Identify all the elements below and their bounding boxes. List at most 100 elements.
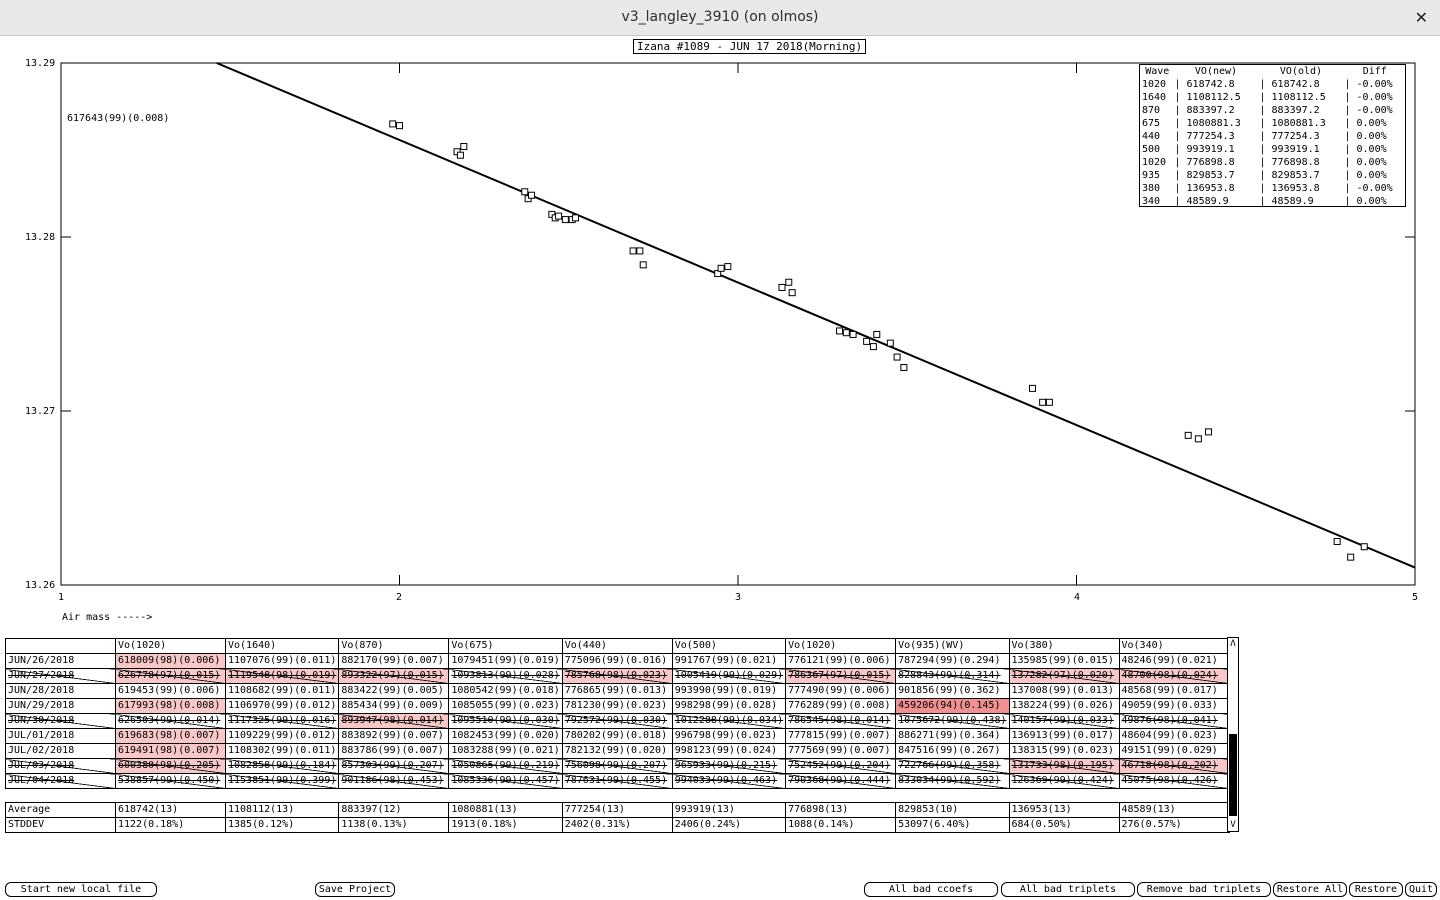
table-cell[interactable]: Vo(1640) — [224, 638, 340, 654]
table-cell[interactable]: 756098(99)(0.207) — [561, 758, 673, 774]
table-cell[interactable]: 48568(99)(0.017) — [1118, 683, 1230, 699]
table-cell[interactable]: 1108112(13) — [224, 802, 340, 818]
table-cell[interactable]: 901186(98)(0.453) — [338, 773, 450, 789]
table-cell[interactable]: 883892(99)(0.007) — [338, 728, 450, 744]
table-cell[interactable]: 1082453(99)(0.020) — [448, 728, 563, 744]
table-cell[interactable]: 777254(13) — [561, 802, 673, 818]
table-cell[interactable]: 828843(99)(0.314) — [895, 668, 1010, 684]
table-cell[interactable]: 786367(97)(0.015) — [785, 668, 897, 684]
table-cell[interactable]: 883397(12) — [338, 802, 450, 818]
table-cell[interactable]: Vo(1020) — [785, 638, 897, 654]
table-cell[interactable]: 1117325(99)(0.016) — [224, 713, 340, 729]
table-cell[interactable]: 1083288(99)(0.021) — [448, 743, 563, 759]
table-cell[interactable]: 617993(98)(0.008) — [115, 698, 226, 714]
table-cell[interactable]: Vo(935)(WV) — [895, 638, 1010, 654]
close-icon[interactable]: ✕ — [1414, 8, 1428, 27]
table-cell[interactable]: JUL/04/2018 — [5, 773, 116, 789]
table-cell[interactable]: 619453(99)(0.006) — [115, 683, 226, 699]
restore-all-button[interactable]: Restore All — [1273, 882, 1347, 897]
table-cell[interactable]: 1085336(99)(0.457) — [448, 773, 563, 789]
scroll-thumb[interactable] — [1229, 734, 1237, 816]
table-cell[interactable]: JUL/01/2018 — [5, 728, 116, 744]
table-cell[interactable]: JUL/03/2018 — [5, 758, 116, 774]
table-cell[interactable]: 138315(99)(0.023) — [1008, 743, 1120, 759]
table-cell[interactable]: 1108302(99)(0.011) — [224, 743, 340, 759]
save-project-button[interactable]: Save Project — [315, 882, 395, 897]
table-cell[interactable]: 775096(99)(0.016) — [561, 653, 673, 669]
table-row[interactable]: JUN/26/2018 618009(98)(0.006) 1107076(99)(… — [5, 653, 1230, 669]
table-cell[interactable]: Vo(675) — [448, 638, 563, 654]
table-cell[interactable]: 777569(99)(0.007) — [785, 743, 897, 759]
table-cell[interactable]: 993990(99)(0.019) — [671, 683, 787, 699]
quit-button[interactable]: Quit — [1405, 882, 1437, 897]
table-cell[interactable]: Vo(380) — [1008, 638, 1120, 654]
table-cell[interactable]: 829853(10) — [895, 802, 1010, 818]
table-cell[interactable]: 135985(99)(0.015) — [1008, 653, 1120, 669]
all-bad-triplets-button[interactable]: All bad triplets — [1001, 882, 1135, 897]
table-cell[interactable]: 994033(99)(0.463) — [671, 773, 787, 789]
start-new-local-file-button[interactable]: Start new local file — [5, 882, 157, 897]
table-cell[interactable]: 776865(99)(0.013) — [561, 683, 673, 699]
table-cell[interactable]: 787294(99)(0.294) — [895, 653, 1010, 669]
table-cell[interactable]: 885434(99)(0.009) — [338, 698, 450, 714]
table-cell[interactable]: 1075672(99)(0.438) — [895, 713, 1010, 729]
table-cell[interactable]: 776289(99)(0.008) — [785, 698, 897, 714]
table-cell[interactable]: 993919(13) — [671, 802, 787, 818]
table-cell[interactable]: 619491(98)(0.007) — [115, 743, 226, 759]
table-cell[interactable]: Vo(500) — [671, 638, 787, 654]
table-cell[interactable]: JUN/26/2018 — [5, 653, 116, 669]
remove-bad-triplets-button[interactable]: Remove bad triplets — [1137, 882, 1271, 897]
table-cell[interactable]: 136913(99)(0.017) — [1008, 728, 1120, 744]
table-cell[interactable]: 752452(99)(0.204) — [785, 758, 897, 774]
table-cell[interactable]: 48246(99)(0.021) — [1118, 653, 1230, 669]
table-cell[interactable]: 618742(13) — [115, 802, 226, 818]
table-cell[interactable]: 53097(6.40%) — [895, 817, 1010, 833]
table-scrollbar[interactable]: Λ V — [1227, 637, 1239, 832]
table-cell[interactable]: 787631(99)(0.455) — [561, 773, 673, 789]
restore-button[interactable]: Restore — [1349, 882, 1403, 897]
table-cell[interactable]: 776898(13) — [785, 802, 897, 818]
table-cell[interactable]: 998123(99)(0.024) — [671, 743, 787, 759]
table-cell[interactable]: 777815(99)(0.007) — [785, 728, 897, 744]
table-cell[interactable]: 1913(0.18%) — [448, 817, 563, 833]
table-cell[interactable]: 886271(99)(0.364) — [895, 728, 1010, 744]
table-cell[interactable]: 883422(99)(0.005) — [338, 683, 450, 699]
table-cell[interactable]: 49151(99)(0.029) — [1118, 743, 1230, 759]
table-cell[interactable]: Vo(440) — [561, 638, 673, 654]
table-header-row[interactable]: Vo(1020) Vo(1640) Vo(870) Vo(675) Vo(440) Vo(… — [5, 638, 1230, 654]
table-cell[interactable]: 1050865(99)(0.219) — [448, 758, 563, 774]
table-cell[interactable]: 776121(99)(0.006) — [785, 653, 897, 669]
table-cell[interactable]: 991767(99)(0.021) — [671, 653, 787, 669]
table-cell[interactable]: 786545(98)(0.014) — [785, 713, 897, 729]
table-cell[interactable] — [5, 638, 116, 654]
scroll-up-icon[interactable]: Λ — [1230, 639, 1236, 649]
table-cell[interactable]: 626503(99)(0.014) — [115, 713, 226, 729]
table-cell[interactable]: 1385(0.12%) — [224, 817, 340, 833]
table-cell[interactable]: 1080881(13) — [448, 802, 563, 818]
stddev-row[interactable]: STDDEV 1122(0.18%) 1385(0.12%) 1138(0.13%) 1… — [5, 817, 1230, 833]
table-cell[interactable]: 1095510(99)(0.030) — [448, 713, 563, 729]
table-cell[interactable]: 49876(98)(0.041) — [1118, 713, 1230, 729]
table-cell[interactable]: 1122(0.18%) — [115, 817, 226, 833]
table-cell[interactable]: Average — [5, 802, 116, 818]
table-row[interactable]: JUN/29/2018 617993(98)(0.008) 1106970(99)(… — [5, 698, 1230, 714]
table-cell[interactable]: Vo(340) — [1118, 638, 1230, 654]
table-cell[interactable]: 45075(98)(0.426) — [1118, 773, 1230, 789]
table-row[interactable]: JUL/03/2018 600380(98)(0.205) 1082858(99)(… — [5, 758, 1230, 774]
table-cell[interactable]: 882170(99)(0.007) — [338, 653, 450, 669]
table-cell[interactable]: 777490(99)(0.006) — [785, 683, 897, 699]
table-cell[interactable]: 459206(94)(0.145) — [895, 698, 1010, 714]
table-cell[interactable]: 1082858(99)(0.184) — [224, 758, 340, 774]
table-cell[interactable]: 2406(0.24%) — [671, 817, 787, 833]
table-cell[interactable]: JUL/02/2018 — [5, 743, 116, 759]
table-cell[interactable]: 1109229(99)(0.012) — [224, 728, 340, 744]
table-cell[interactable]: 782132(99)(0.020) — [561, 743, 673, 759]
table-cell[interactable]: 785768(98)(0.023) — [561, 668, 673, 684]
table-row[interactable]: JUN/30/2018 626503(99)(0.014) 1117325(99)(… — [5, 713, 1230, 729]
table-cell[interactable]: 137008(99)(0.013) — [1008, 683, 1120, 699]
table-cell[interactable]: 1079451(99)(0.019) — [448, 653, 563, 669]
table-cell[interactable]: 626778(97)(0.015) — [115, 668, 226, 684]
table-cell[interactable]: Vo(1020) — [115, 638, 226, 654]
table-cell[interactable]: JUN/29/2018 — [5, 698, 116, 714]
table-cell[interactable]: 847516(99)(0.267) — [895, 743, 1010, 759]
